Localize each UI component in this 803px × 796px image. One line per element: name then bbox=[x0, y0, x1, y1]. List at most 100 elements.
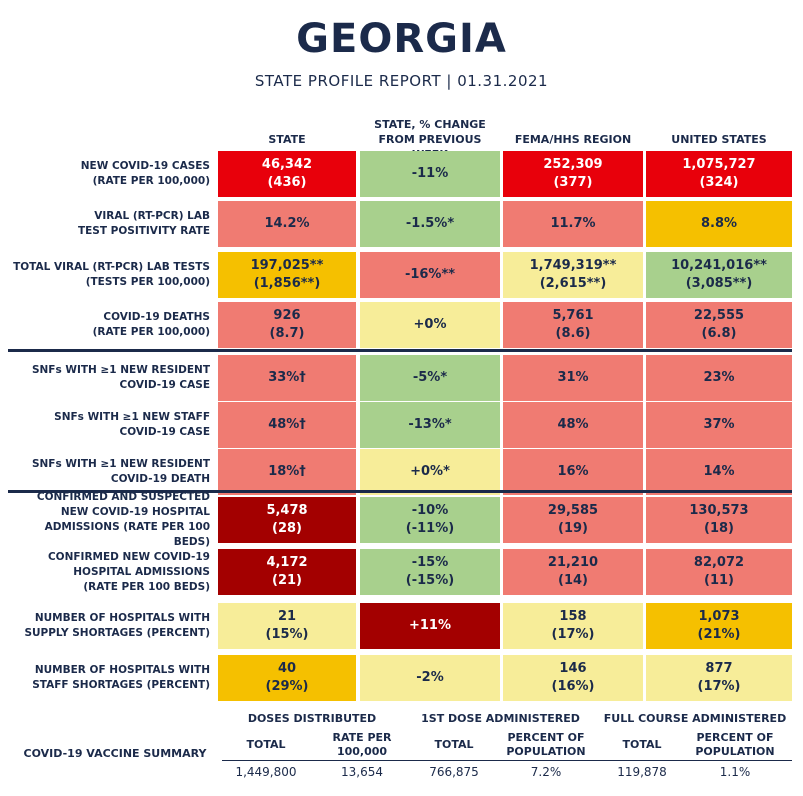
row-label: CONFIRMED AND SUSPECTED NEW COVID-19 HOSP… bbox=[6, 491, 210, 548]
cell-state: 40 (29%) bbox=[218, 655, 356, 701]
vaccine-rule bbox=[222, 760, 792, 761]
row-label-line: CONFIRMED NEW COVID-19 bbox=[47, 550, 210, 563]
vaccine-value: 119,878 bbox=[617, 765, 667, 779]
report-subtitle: STATE PROFILE REPORT | 01.31.2021 bbox=[254, 72, 549, 90]
row-label-line: TOTAL VIRAL (RT-PCR) LAB TESTS bbox=[13, 261, 210, 273]
row-label-line: NEW COVID-19 HOSPITAL bbox=[60, 506, 210, 518]
vaccine-subheader-line: RATE PER bbox=[332, 731, 392, 744]
cell-change: +11% bbox=[360, 603, 500, 649]
row-label-line: (RATE PER 100,000) bbox=[92, 326, 210, 338]
cell-value: 37% bbox=[703, 417, 735, 432]
cell-value: (21) bbox=[272, 573, 302, 588]
cell-region: 252,309 (377) bbox=[503, 151, 643, 197]
cell-value: -11% bbox=[411, 166, 449, 181]
cell-value: (6.8) bbox=[701, 326, 737, 341]
row-label: NUMBER OF HOSPITALS WITH SUPPLY SHORTAGES… bbox=[6, 603, 210, 649]
row-label-line: STAFF SHORTAGES (PERCENT) bbox=[32, 679, 210, 691]
cell-region: 21,210 (14) bbox=[503, 549, 643, 595]
row-label-line: ADMISSIONS (RATE PER 100 BEDS) bbox=[44, 521, 210, 548]
cell-value: 23% bbox=[703, 370, 735, 385]
vaccine-subheader: PERCENT OF POPULATION bbox=[685, 731, 785, 759]
vaccine-subheader-line: POPULATION bbox=[506, 745, 586, 758]
row-label-line: COVID-19 DEATH bbox=[110, 473, 210, 485]
cell-change: -13%* bbox=[360, 402, 500, 448]
cell-value: 29,585 bbox=[547, 503, 599, 518]
row-label: VIRAL (RT-PCR) LAB TEST POSITIVITY RATE bbox=[6, 201, 210, 247]
cell-value: (-15%) bbox=[405, 573, 455, 588]
column-header-region: FEMA/HHS REGION bbox=[514, 133, 632, 146]
cell-value: 4,172 bbox=[266, 555, 308, 570]
cell-state: 14.2% bbox=[218, 201, 356, 247]
cell-region: 29,585 (19) bbox=[503, 497, 643, 543]
cell-value: 197,025** bbox=[250, 258, 324, 273]
row-label: NEW COVID-19 CASES (RATE PER 100,000) bbox=[6, 151, 210, 197]
cell-us: 1,073 (21%) bbox=[646, 603, 792, 649]
cell-change: -5%* bbox=[360, 355, 500, 401]
cell-value: 1,075,727 bbox=[682, 157, 756, 172]
cell-value: (3,085**) bbox=[685, 276, 753, 291]
cell-value: 1,073 bbox=[698, 609, 740, 624]
row-label-line: (TESTS PER 100,000) bbox=[85, 276, 210, 288]
row-label: CONFIRMED NEW COVID-19 HOSPITAL ADMISSION… bbox=[6, 549, 210, 595]
cell-value: 16% bbox=[557, 464, 589, 479]
vaccine-summary-label: COVID-19 VACCINE SUMMARY bbox=[23, 747, 207, 760]
row-label: SNFs WITH ≥1 NEW RESIDENT COVID-19 CASE bbox=[6, 355, 210, 401]
cell-value: -5%* bbox=[412, 370, 448, 385]
vaccine-subheader-line: 100,000 bbox=[336, 745, 388, 758]
cell-state: 197,025** (1,856**) bbox=[218, 252, 356, 298]
column-header-us: UNITED STATES bbox=[671, 133, 767, 146]
vaccine-subheader-line: PERCENT OF bbox=[507, 731, 585, 744]
row-label: COVID-19 DEATHS (RATE PER 100,000) bbox=[6, 302, 210, 348]
row-label: TOTAL VIRAL (RT-PCR) LAB TESTS (TESTS PER… bbox=[6, 252, 210, 298]
cell-value: 18%† bbox=[268, 464, 306, 479]
cell-value: +0% bbox=[413, 317, 447, 332]
cell-state: 33%† bbox=[218, 355, 356, 401]
row-label-line: (RATE PER 100,000) bbox=[92, 175, 210, 187]
cell-value: 40 bbox=[277, 661, 297, 676]
row-label-line: TEST POSITIVITY RATE bbox=[77, 225, 210, 237]
cell-value: (15%) bbox=[265, 627, 309, 642]
cell-change: +0% bbox=[360, 302, 500, 348]
cell-value: (324) bbox=[699, 175, 739, 190]
cell-value: (17%) bbox=[697, 679, 741, 694]
cell-change: +0%* bbox=[360, 449, 500, 495]
cell-value: +11% bbox=[408, 618, 451, 633]
cell-value: (14) bbox=[558, 573, 588, 588]
cell-region: 11.7% bbox=[503, 201, 643, 247]
row-label-line: HOSPITAL ADMISSIONS bbox=[73, 565, 210, 578]
cell-region: 158 (17%) bbox=[503, 603, 643, 649]
section-divider bbox=[8, 349, 792, 352]
cell-value: 22,555 bbox=[693, 308, 745, 323]
row-label-line: CONFIRMED AND SUSPECTED bbox=[36, 491, 210, 503]
row-label-line: COVID-19 CASE bbox=[119, 426, 211, 438]
vaccine-subheader: TOTAL bbox=[418, 738, 490, 752]
cell-value: -1.5%* bbox=[405, 216, 455, 231]
cell-value: 11.7% bbox=[550, 216, 596, 231]
cell-region: 48% bbox=[503, 402, 643, 448]
cell-value: -13%* bbox=[408, 417, 452, 432]
cell-state: 18%† bbox=[218, 449, 356, 495]
cell-value: 21,210 bbox=[547, 555, 599, 570]
cell-value: 14% bbox=[703, 464, 735, 479]
cell-us: 10,241,016** (3,085**) bbox=[646, 252, 792, 298]
cell-value: -2% bbox=[416, 670, 444, 685]
vaccine-subheader-line: TOTAL bbox=[434, 738, 474, 751]
vaccine-subheader: TOTAL bbox=[225, 738, 307, 752]
cell-state: 46,342 (436) bbox=[218, 151, 356, 197]
cell-state: 5,478 (28) bbox=[218, 497, 356, 543]
cell-change: -10% (-11%) bbox=[360, 497, 500, 543]
cell-value: 14.2% bbox=[264, 216, 310, 231]
cell-value: 48% bbox=[557, 417, 589, 432]
cell-value: (2,615**) bbox=[539, 276, 607, 291]
cell-us: 1,075,727 (324) bbox=[646, 151, 792, 197]
cell-value: 5,478 bbox=[266, 503, 308, 518]
cell-value: 5,761 bbox=[552, 308, 594, 323]
vaccine-group-header: 1ST DOSE ADMINISTERED bbox=[421, 712, 580, 725]
vaccine-value: 7.2% bbox=[530, 765, 562, 779]
cell-value: (11) bbox=[704, 573, 734, 588]
section-divider bbox=[8, 490, 792, 493]
vaccine-group-header: DOSES DISTRIBUTED bbox=[247, 712, 377, 725]
cell-value: 252,309 bbox=[543, 157, 603, 172]
cell-value: 130,573 bbox=[689, 503, 749, 518]
cell-us: 82,072 (11) bbox=[646, 549, 792, 595]
